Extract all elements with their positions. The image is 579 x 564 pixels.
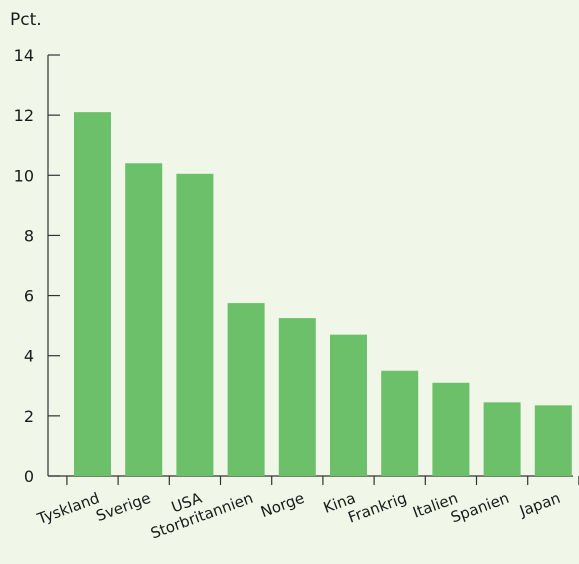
x-tick-label: Storbritannien [148, 489, 255, 543]
y-tick-label: 10 [14, 166, 34, 185]
x-tick-label: Norge [258, 489, 307, 521]
bars [74, 112, 572, 476]
x-tick-label: Frankrig [346, 489, 409, 527]
bar-sverige [125, 163, 163, 476]
bar-kina [330, 334, 367, 476]
y-tick-label: 12 [14, 106, 34, 125]
bar-tyskland [74, 112, 111, 476]
bar-storbritannien [227, 303, 265, 476]
y-axis: 0 2 4 6 8 10 12 14 [14, 46, 60, 486]
y-tick-label: 14 [14, 46, 34, 65]
bar-spanien [483, 402, 521, 476]
bar-frankrig [381, 370, 419, 476]
x-axis [48, 475, 579, 485]
x-tick-label: Tyskland [34, 489, 102, 528]
bar-usa [176, 173, 214, 476]
bar-italien [432, 382, 470, 476]
x-tick-label: Sverige [94, 489, 153, 525]
x-tick-label: Spanien [448, 489, 511, 527]
x-tick-label: Japan [516, 489, 562, 521]
y-axis-unit-label: Pct. [10, 10, 42, 30]
y-tick-label: 6 [24, 287, 34, 306]
bar-japan [534, 405, 572, 476]
y-tick-label: 2 [24, 407, 34, 426]
y-tick-label: 4 [24, 347, 34, 366]
y-tick-label: 0 [24, 467, 34, 486]
bar-norge [278, 318, 316, 476]
y-tick-label: 8 [24, 226, 34, 245]
